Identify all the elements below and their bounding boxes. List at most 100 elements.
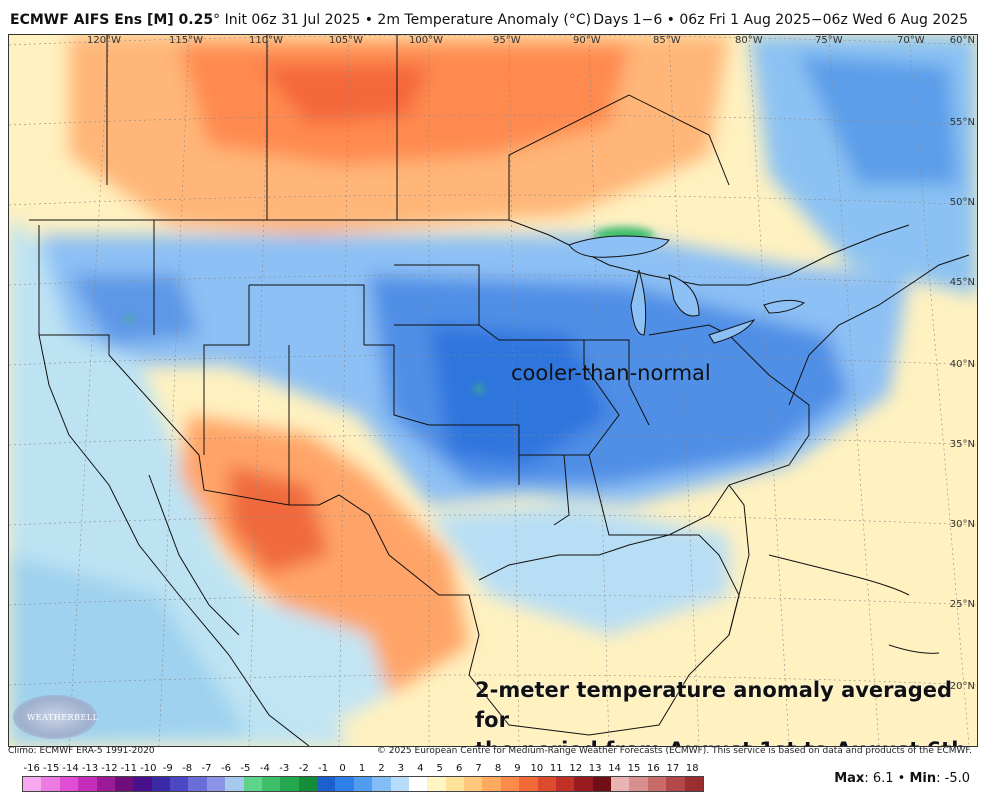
lat-label: 60°N xyxy=(949,35,975,46)
anomaly-map: 120°W 115°W 110°W 105°W 100°W 95°W 90°W … xyxy=(8,34,978,747)
logo-text: WEATHERBELL xyxy=(27,713,99,722)
colorbar-tick-label: -15 xyxy=(42,763,60,774)
colorbar-tick-label: 15 xyxy=(627,763,641,774)
weatherbell-logo: WEATHERBELL xyxy=(13,695,99,739)
header-title: ECMWF AIFS Ens [M] 0.25° Init 06z 31 Jul… xyxy=(10,12,592,28)
colorbar-tick-label: 4 xyxy=(417,763,424,774)
colorbar-tick-label: -10 xyxy=(140,763,157,774)
lat-label: 30°N xyxy=(949,519,975,530)
colorbar-tick-label: 6 xyxy=(455,763,463,774)
colorbar-swatch xyxy=(41,777,60,791)
colorbar-tick-label: 2 xyxy=(378,763,385,774)
colorbar-tick-label: 16 xyxy=(647,763,660,774)
colorbar-swatch xyxy=(78,777,97,791)
colorbar-swatch xyxy=(464,777,483,791)
baja-peninsula xyxy=(148,474,240,636)
manitoba-ontario-border xyxy=(508,94,730,220)
lat-label: 50°N xyxy=(949,197,975,208)
colorbar-swatch xyxy=(261,777,281,791)
hispaniola xyxy=(888,644,940,654)
colorbar-swatch xyxy=(151,777,170,791)
colorbar-swatch xyxy=(390,777,409,791)
colorbar-swatch xyxy=(592,777,611,791)
colorbar-tick-label: -13 xyxy=(81,763,99,774)
model-name: ECMWF AIFS Ens [M] 0.25 xyxy=(10,12,214,28)
colorbar-swatch xyxy=(353,777,373,791)
colorbar-swatch xyxy=(408,777,428,791)
max-min-readout: Max: 6.1 • Min: -5.0 xyxy=(834,771,970,786)
lon-label: 75°W xyxy=(815,35,843,46)
lat-label: 45°N xyxy=(949,277,975,288)
caribbean-islands xyxy=(768,554,940,654)
florida-coast xyxy=(728,484,750,636)
lake-huron xyxy=(668,274,700,317)
lon-label: 80°W xyxy=(735,35,763,46)
climo-note: Climo: ECMWF ERA-5 1991-2020 xyxy=(8,746,155,756)
lon-label: 70°W xyxy=(897,35,925,46)
oregon-green-spot xyxy=(126,316,132,322)
colorbar-swatch xyxy=(666,777,685,791)
colorbar-tick-label: -11 xyxy=(120,763,138,774)
colorbar-labels: -16 -15 -14 -13 -12 -11 -10 -9 -8 -7 -6 -5 -4 -3 -2 -1 0… xyxy=(22,763,702,775)
colorbar-swatch xyxy=(59,777,79,791)
max-label: Max xyxy=(834,771,865,786)
atlantic-coastline xyxy=(788,254,970,406)
colorbar-tick-label: 3 xyxy=(397,763,405,774)
colorbar-tick-label: 1 xyxy=(358,763,366,774)
colorbar-tick-label: 0 xyxy=(339,763,346,774)
colorbar-swatch xyxy=(482,777,501,791)
lon-label: 115°W xyxy=(169,35,203,46)
colorbar-tick-label: -6 xyxy=(221,763,231,774)
colorbar-tick-label: -14 xyxy=(62,763,79,774)
mexico-cool-area xyxy=(229,595,389,735)
gulf-cool-area xyxy=(429,505,729,635)
colorbar-tick-label: -1 xyxy=(318,763,329,774)
colorbar xyxy=(22,776,704,792)
colorbar-tick-label: -12 xyxy=(101,763,118,774)
colorbar-swatch xyxy=(114,777,134,791)
political-borders xyxy=(29,35,970,746)
colorbar-tick-label: -9 xyxy=(162,763,173,774)
degree-mark: ° xyxy=(213,12,221,28)
colorbar-swatch xyxy=(317,777,336,791)
pacific-coastline xyxy=(38,334,310,746)
min-value: -5.0 xyxy=(944,771,970,786)
lat-label: 40°N xyxy=(949,359,975,370)
cuba xyxy=(768,554,910,596)
colorbar-swatch xyxy=(500,777,520,791)
us-state-lines xyxy=(153,220,810,536)
init-time: Init 06z 31 Jul 2025 xyxy=(224,12,361,28)
colorbar-swatch xyxy=(555,777,575,791)
colorbar-swatch xyxy=(170,777,189,791)
colorbar-swatch xyxy=(519,777,538,791)
colorbar-swatch xyxy=(298,777,317,791)
colorbar-tick-label: -3 xyxy=(279,763,290,774)
great-lakes xyxy=(568,235,806,344)
colorbar-tick-label: 10 xyxy=(530,763,544,774)
colorbar-swatch xyxy=(537,777,556,791)
colorbar-swatch xyxy=(611,777,630,791)
colorbar-tick-label: 14 xyxy=(608,763,621,774)
lake-superior xyxy=(568,235,670,258)
min-label: Min xyxy=(909,771,937,786)
southwest-hot-core xyxy=(229,465,329,575)
colorbar-swatch xyxy=(206,777,226,791)
lat-label: 55°N xyxy=(949,117,975,128)
colorbar-swatch xyxy=(445,777,464,791)
lat-label: 20°N xyxy=(949,681,975,692)
us-canada-border xyxy=(29,219,910,286)
lon-label: 105°W xyxy=(329,35,363,46)
colorbar-swatch xyxy=(684,777,703,791)
lake-erie xyxy=(708,319,756,344)
colorbar-swatch xyxy=(243,777,262,791)
colorbar-tick-label: -5 xyxy=(240,763,251,774)
colorbar-swatch xyxy=(96,777,115,791)
lon-label: 120°W xyxy=(87,35,121,46)
lon-label: 90°W xyxy=(573,35,601,46)
colorbar-tick-label: 9 xyxy=(514,763,521,774)
colorbar-tick-label: -4 xyxy=(259,763,270,774)
lake-ontario xyxy=(763,299,806,314)
colorbar-swatch xyxy=(574,777,593,791)
lon-label: 110°W xyxy=(249,35,283,46)
kansas-green-spot xyxy=(475,385,483,393)
